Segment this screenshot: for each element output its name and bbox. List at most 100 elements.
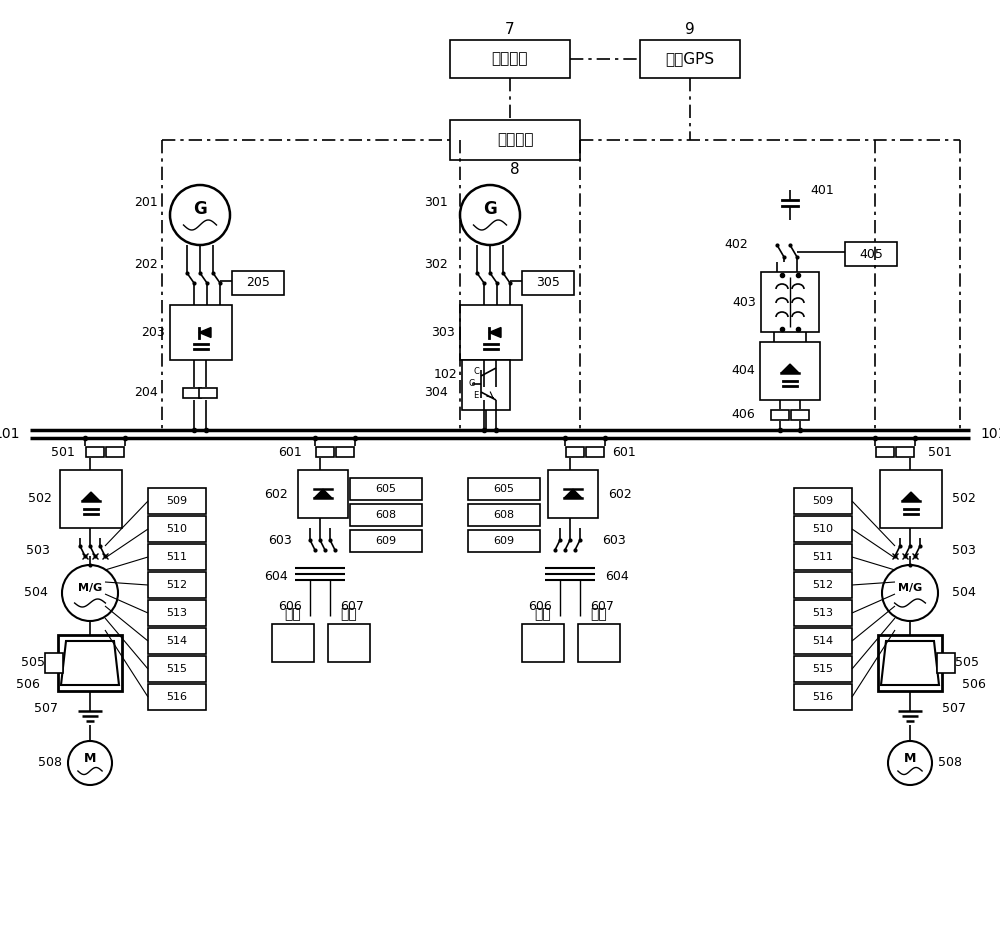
Bar	[771, 410, 789, 420]
Bar	[350, 504, 422, 526]
Bar	[148, 600, 206, 626]
Bar	[468, 530, 540, 552]
Text: 514: 514	[166, 636, 188, 646]
Text: 604: 604	[605, 569, 629, 582]
Text: G: G	[483, 200, 497, 218]
Text: 511: 511	[166, 552, 188, 562]
Text: 305: 305	[536, 276, 560, 289]
Bar	[199, 388, 217, 398]
Bar	[876, 447, 894, 457]
Text: 101: 101	[0, 427, 20, 441]
Text: 608: 608	[493, 510, 515, 520]
Text: 606: 606	[528, 600, 552, 612]
Text: 负载: 负载	[341, 607, 357, 621]
Bar	[148, 656, 206, 682]
Bar	[316, 447, 334, 457]
Bar	[450, 120, 580, 160]
Text: 512: 512	[166, 580, 188, 590]
Bar	[760, 342, 820, 400]
Bar	[468, 478, 540, 500]
Text: G: G	[193, 200, 207, 218]
Bar	[522, 624, 564, 662]
Polygon shape	[564, 489, 582, 498]
Text: 船用GPS: 船用GPS	[665, 51, 715, 66]
Text: 516: 516	[812, 692, 834, 702]
Bar	[578, 624, 620, 662]
Text: 513: 513	[812, 608, 834, 618]
Text: C: C	[473, 368, 479, 377]
Text: 503: 503	[26, 544, 50, 556]
Text: 601: 601	[278, 445, 302, 458]
Text: 606: 606	[278, 600, 302, 612]
Bar	[86, 447, 104, 457]
Bar	[336, 447, 354, 457]
Bar	[791, 410, 809, 420]
Text: 508: 508	[38, 757, 62, 770]
Bar	[468, 504, 540, 526]
Text: 511: 511	[812, 552, 834, 562]
Bar	[106, 447, 124, 457]
Text: 负载: 负载	[285, 607, 301, 621]
Text: 515: 515	[812, 664, 834, 674]
Text: 202: 202	[134, 258, 158, 272]
Bar	[548, 470, 598, 518]
Bar	[473, 388, 491, 398]
Bar	[328, 624, 370, 662]
Text: 609: 609	[493, 536, 515, 546]
Text: 102: 102	[433, 369, 457, 382]
Bar	[794, 572, 852, 598]
Bar	[794, 516, 852, 542]
Bar	[148, 544, 206, 570]
Bar	[350, 478, 422, 500]
Text: 509: 509	[812, 496, 834, 506]
Bar	[272, 624, 314, 662]
Text: 505: 505	[955, 657, 979, 670]
Text: 负载: 负载	[535, 607, 551, 621]
Text: 304: 304	[424, 386, 448, 399]
Bar	[170, 305, 232, 360]
Bar	[896, 447, 914, 457]
Text: E: E	[473, 392, 479, 400]
Text: 504: 504	[952, 587, 976, 600]
Text: 512: 512	[812, 580, 834, 590]
Text: M/G: M/G	[78, 583, 102, 593]
Bar	[878, 635, 942, 691]
Text: 航海雷达: 航海雷达	[492, 51, 528, 66]
Text: 301: 301	[424, 197, 448, 210]
Text: 601: 601	[612, 445, 636, 458]
Bar	[586, 447, 604, 457]
Text: 负载: 负载	[591, 607, 607, 621]
Text: 604: 604	[264, 569, 288, 582]
Text: 607: 607	[340, 600, 364, 612]
Text: 402: 402	[724, 239, 748, 252]
Text: 514: 514	[812, 636, 834, 646]
Bar	[845, 242, 897, 266]
Text: 504: 504	[24, 587, 48, 600]
Text: 502: 502	[28, 493, 52, 506]
Text: 501: 501	[928, 445, 952, 458]
Bar	[880, 470, 942, 528]
Bar	[148, 572, 206, 598]
Bar	[937, 653, 955, 673]
Bar	[566, 447, 584, 457]
Bar	[350, 530, 422, 552]
Text: M: M	[904, 753, 916, 765]
Text: 503: 503	[952, 544, 976, 556]
Text: 401: 401	[810, 184, 834, 197]
Text: 8: 8	[510, 162, 520, 177]
Bar	[58, 635, 122, 691]
Bar	[462, 360, 510, 410]
Text: 510: 510	[812, 524, 834, 534]
Bar	[489, 388, 507, 398]
Polygon shape	[781, 364, 799, 373]
Text: 515: 515	[166, 664, 188, 674]
Bar	[298, 470, 348, 518]
Text: 603: 603	[268, 534, 292, 547]
Text: 205: 205	[246, 276, 270, 289]
Text: 403: 403	[732, 296, 756, 309]
Text: 9: 9	[685, 22, 695, 37]
Bar	[183, 388, 201, 398]
Text: 507: 507	[942, 702, 966, 715]
Text: 505: 505	[21, 657, 45, 670]
Bar	[148, 684, 206, 710]
